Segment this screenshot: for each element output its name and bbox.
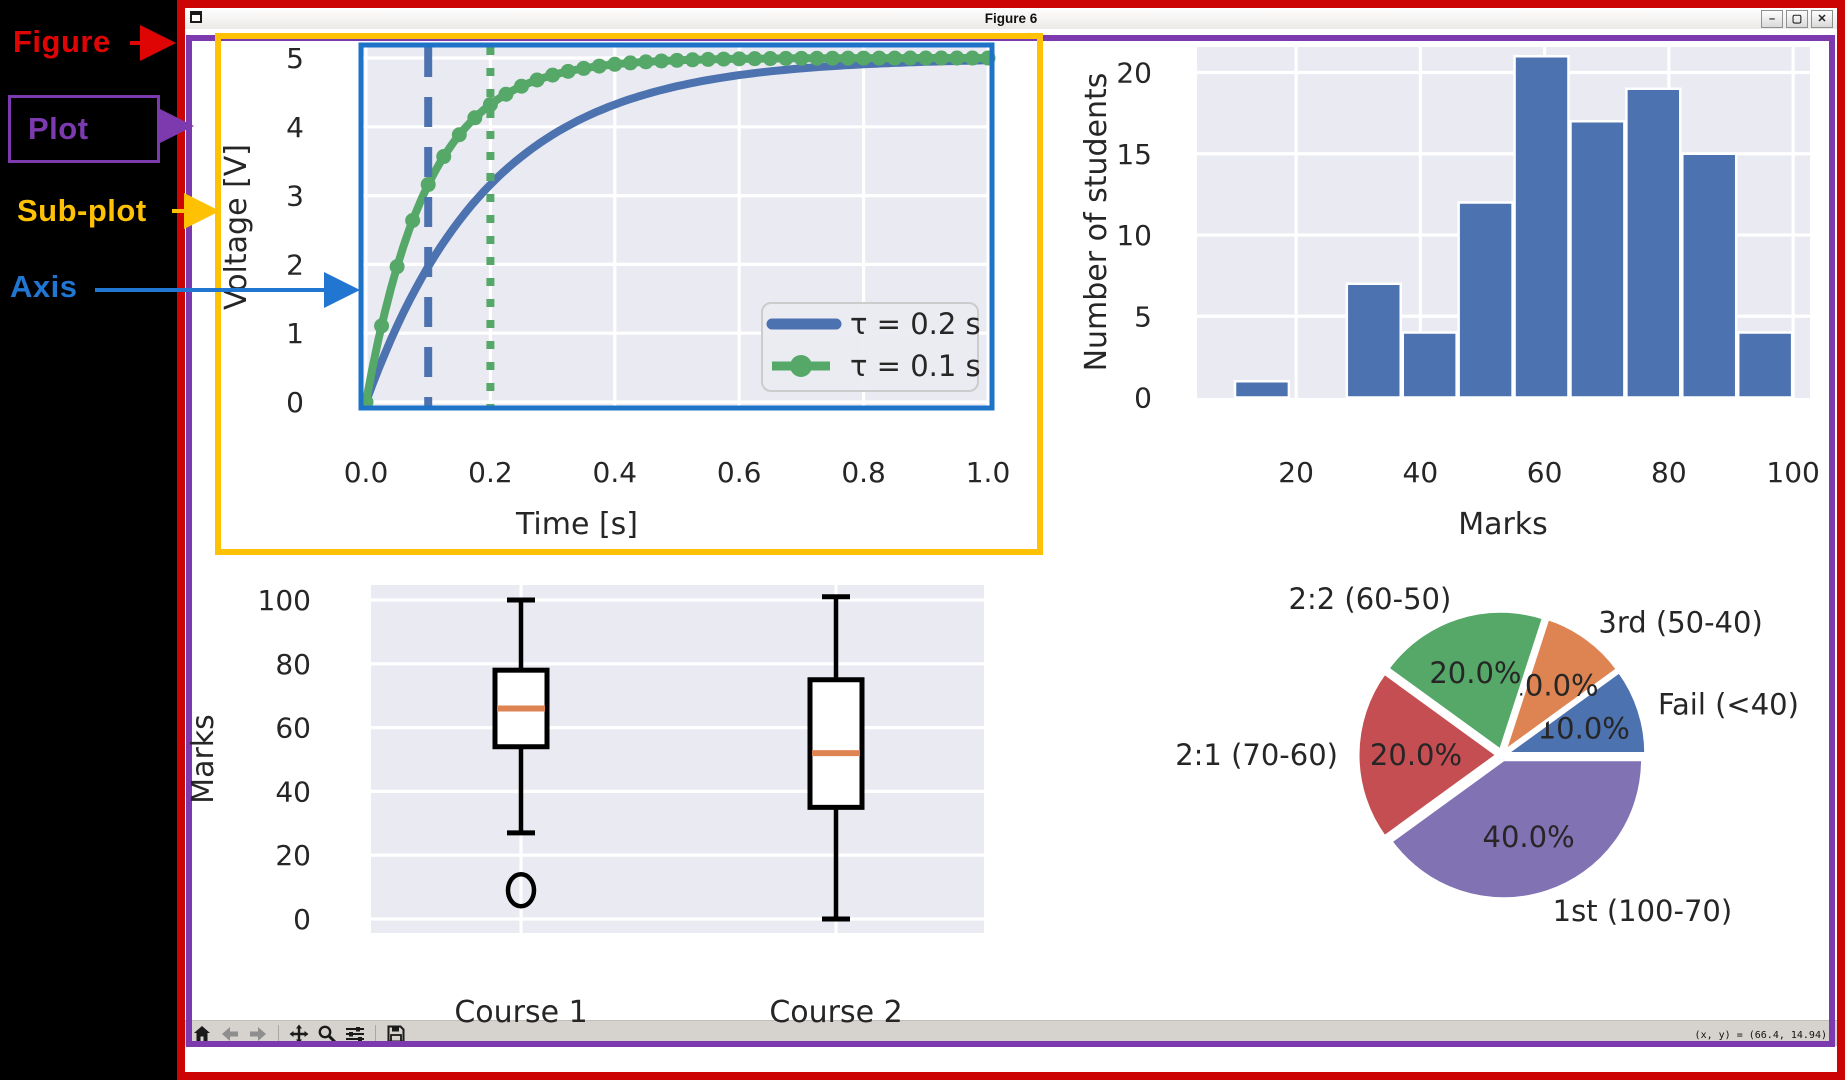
plot-annotation-box: Plot — [8, 95, 160, 163]
cursor-coordinates: (x, y) = (66.4, 14.94) — [1694, 1030, 1827, 1041]
magnifier-icon — [318, 1025, 337, 1043]
forward-arrow-icon — [250, 1026, 266, 1041]
save-button[interactable] — [385, 1023, 407, 1045]
minimize-button[interactable]: – — [1761, 10, 1783, 28]
subplot-annotation-label: Sub-plot — [17, 193, 147, 228]
configure-subplots-button[interactable] — [344, 1023, 366, 1045]
title-bar[interactable]: Figure 6 – ▢ ✕ — [185, 8, 1837, 30]
figure-window: Figure 6 – ▢ ✕ — [177, 0, 1845, 1080]
back-arrow-icon — [222, 1026, 238, 1041]
sliders-icon — [346, 1026, 364, 1041]
plot-annotation-label: Plot — [28, 111, 89, 146]
toolbar-separator — [278, 1024, 279, 1043]
home-icon — [194, 1025, 210, 1042]
floppy-save-icon — [387, 1025, 405, 1042]
figure-annotation-label: Figure — [13, 24, 111, 59]
maximize-button[interactable]: ▢ — [1786, 10, 1808, 28]
figure-canvas[interactable]: (x, y) = (66.4, 14.94) — [185, 29, 1837, 1047]
pan-icon — [289, 1024, 309, 1043]
home-button[interactable] — [191, 1023, 213, 1045]
window-title: Figure 6 — [984, 11, 1038, 26]
plot-border — [186, 35, 1835, 1047]
axis-annotation-label: Axis — [10, 269, 78, 304]
pan-button[interactable] — [288, 1023, 310, 1045]
toolbar-separator — [375, 1024, 376, 1043]
zoom-button[interactable] — [316, 1023, 338, 1045]
back-button[interactable] — [219, 1023, 241, 1045]
forward-button[interactable] — [247, 1023, 269, 1045]
window-icon — [190, 11, 202, 23]
navigation-toolbar: (x, y) = (66.4, 14.94) — [185, 1020, 1837, 1046]
close-button[interactable]: ✕ — [1811, 10, 1833, 28]
